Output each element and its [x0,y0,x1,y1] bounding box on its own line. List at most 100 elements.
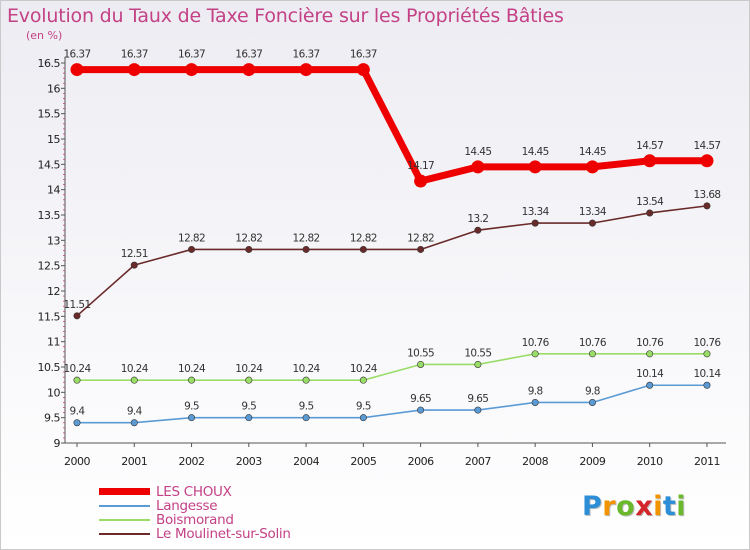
legend-swatch [99,505,150,507]
x-tick-label: 2000 [64,455,90,468]
data-point [471,160,485,174]
proxiti-logo: Proxiti [582,491,686,522]
legend-label: Boismorand [156,512,234,528]
data-label: 9.4 [70,406,86,418]
data-label: 10.24 [121,363,149,375]
data-point [245,245,253,253]
data-point [588,398,596,406]
data-point [474,360,482,368]
data-label: 10.14 [693,368,721,380]
x-tick-label: 2003 [236,455,262,468]
data-point [245,376,253,384]
data-point [417,245,425,253]
data-point [188,245,196,253]
data-point [127,63,141,77]
x-tick-label: 2007 [465,455,491,468]
logo-letter: i [676,491,687,522]
chart-title: Evolution du Taux de Taxe Foncière sur l… [7,5,564,27]
series-layer: 11.51 12.51 12.82 12.82 12.82 12.82 12.82 13.2 1… [63,49,722,427]
data-point [242,63,256,77]
data-point [245,414,253,422]
data-label: 10.24 [235,363,263,375]
legend-label: Le Moulinet-sur-Solin [156,526,291,542]
axes: 16.5 16 15.5 15 14.5 14 13.5 13 12.5 12 11.5 11 10.5… [38,57,726,468]
data-point [588,350,596,358]
data-label: 16.37 [235,49,262,61]
data-point [73,312,81,320]
x-tick-label: 2001 [121,455,147,468]
data-label: 10.24 [350,363,378,375]
data-point [359,414,367,422]
x-tick-label: 2009 [579,455,605,468]
legend-label: LES CHOUX [156,484,232,500]
legend-swatch [99,533,150,535]
legend-swatch [99,519,150,521]
data-point [302,414,310,422]
data-point [356,63,370,77]
data-label: 14.57 [636,140,663,152]
data-point [531,350,539,358]
data-point [302,245,310,253]
x-tick-label: 2011 [694,455,720,468]
legend-swatch [99,488,150,495]
logo-letter: x [635,491,654,522]
data-label: 10.55 [464,347,491,359]
data-label: 13.54 [636,196,664,208]
data-label: 10.76 [579,337,607,349]
data-point [646,381,654,389]
data-point [528,160,542,174]
data-label: 10.24 [178,363,206,375]
logo-letter: P [582,491,603,522]
data-point [130,261,138,269]
data-label: 16.37 [350,49,377,61]
y-tick-label: 9 [54,437,61,450]
data-label: 12.82 [350,232,377,244]
data-label: 12.82 [178,232,205,244]
data-label: 9.8 [528,385,543,397]
data-label: 14.17 [407,160,434,172]
x-tick-label: 2002 [179,455,205,468]
data-point [646,209,654,217]
y-tick-label: 11.5 [38,310,61,323]
series-line-1 [76,384,708,424]
data-label: 12.82 [293,232,320,244]
data-label: 14.57 [693,140,720,152]
y-tick-label: 11 [47,336,60,349]
data-label: 9.5 [299,401,314,413]
data-point [703,381,711,389]
y-tick-label: 12 [47,285,60,298]
logo-letter: i [653,491,663,522]
data-label: 16.37 [63,49,90,61]
data-point [130,376,138,384]
data-point [299,63,313,77]
data-label: 16.37 [178,49,205,61]
data-label: 12.82 [235,232,262,244]
x-tick-label: 2004 [293,455,319,468]
y-tick-label: 16.5 [38,57,61,70]
data-label: 9.65 [467,393,488,405]
data-point [302,376,310,384]
data-label: 10.76 [636,337,664,349]
y-tick-label: 14 [47,184,60,197]
data-label: 13.34 [579,206,607,218]
data-point [585,160,599,174]
y-tick-label: 15.5 [38,108,61,121]
y-tick-label: 10 [47,386,60,399]
data-point [70,63,84,77]
data-point [359,245,367,253]
data-label: 14.45 [579,146,606,158]
y-axis-unit: (en %) [26,29,63,42]
data-label: 16.37 [121,49,148,61]
data-point [531,398,539,406]
legend-label: Langesse [156,498,218,514]
data-point [185,63,199,77]
x-tick-label: 2008 [522,455,548,468]
data-label: 10.24 [63,363,91,375]
x-tick-label: 2006 [408,455,434,468]
data-label: 12.51 [121,248,148,260]
series-line-3 [76,205,708,317]
y-tick-label: 16 [47,82,60,95]
logo-letter: o [616,491,636,522]
data-point [703,350,711,358]
